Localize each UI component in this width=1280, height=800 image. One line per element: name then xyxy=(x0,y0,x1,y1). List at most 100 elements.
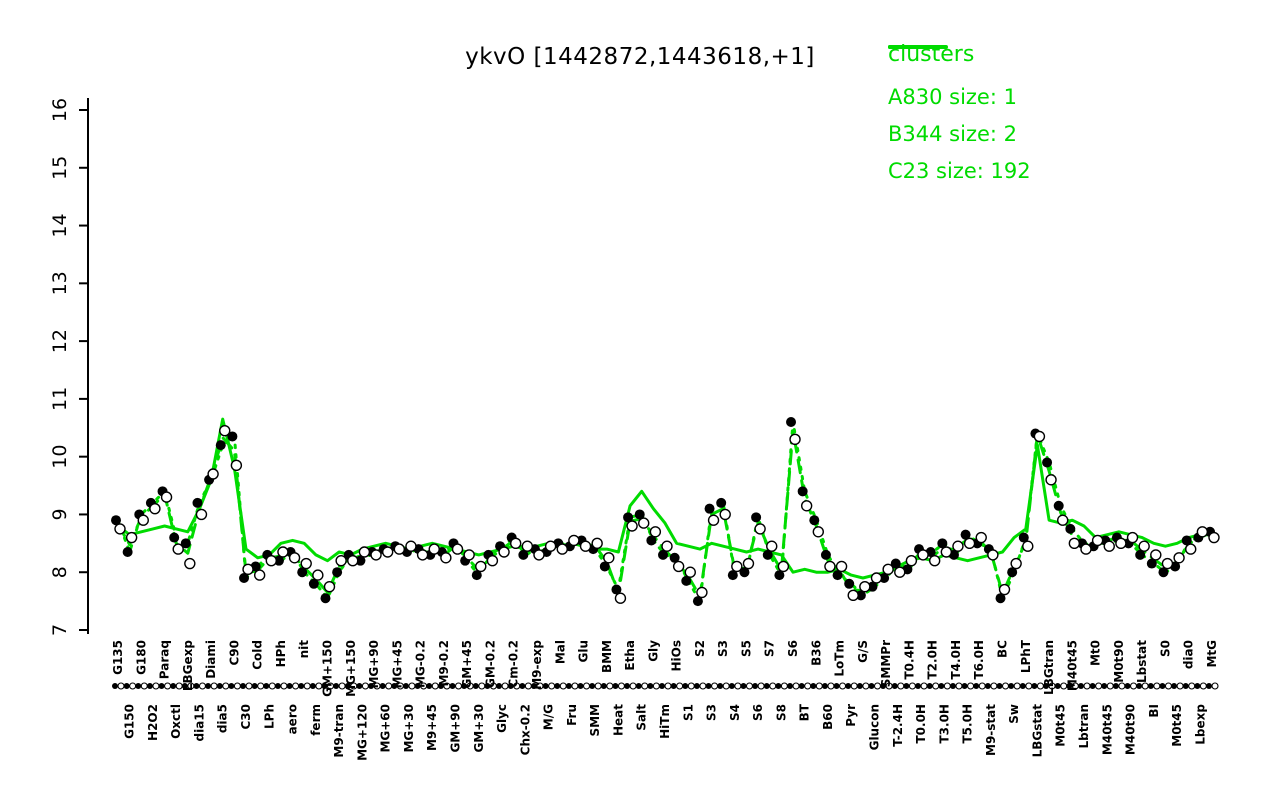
rug-point-open xyxy=(734,682,742,690)
x-category-label: Heat xyxy=(611,704,625,736)
data-point-filled xyxy=(1146,558,1157,569)
x-category-label: M0t90 xyxy=(1112,640,1126,683)
x-category-label: M9-exp xyxy=(530,640,544,690)
rug-point-filled xyxy=(1112,683,1119,689)
rug-point-open xyxy=(1199,682,1207,690)
rug-point-open xyxy=(920,682,928,690)
rug-point-filled xyxy=(1008,683,1015,689)
rug-point-filled xyxy=(554,683,561,689)
rug-point-open xyxy=(943,682,951,690)
rug-point-open xyxy=(1211,682,1219,690)
rug-point-filled xyxy=(274,683,281,689)
rug-point-filled xyxy=(635,683,642,689)
data-point-filled xyxy=(797,486,808,497)
x-category-label: S6 xyxy=(751,704,765,721)
x-category-label: LBGstat xyxy=(1030,704,1044,758)
data-point-open xyxy=(696,586,708,599)
data-point-filled xyxy=(599,561,610,572)
rug-point-filled xyxy=(542,683,549,689)
data-point-open xyxy=(1173,552,1185,564)
data-point-open xyxy=(917,549,929,561)
data-point-open xyxy=(300,557,312,570)
rug-point-open xyxy=(594,682,602,690)
data-point-filled xyxy=(192,497,203,508)
rug-point-open xyxy=(745,682,754,690)
rug-point-filled xyxy=(647,683,654,689)
data-point-open xyxy=(905,554,918,567)
x-category-label: Diami xyxy=(204,640,218,679)
rug-point-open xyxy=(233,682,241,690)
data-point-open xyxy=(137,514,149,526)
data-point-open xyxy=(230,459,243,472)
rug-point-filled xyxy=(496,683,503,689)
x-category-label: MG+45 xyxy=(390,640,404,689)
rug-point-filled xyxy=(426,683,433,689)
x-category-label: GM-0.2 xyxy=(483,640,497,688)
data-point-filled xyxy=(239,573,250,583)
rug-point-open xyxy=(303,682,311,690)
data-point-open xyxy=(859,580,871,593)
data-point-open xyxy=(533,549,545,561)
rug-point-filled xyxy=(530,683,537,689)
data-point-open xyxy=(1138,540,1150,552)
rug-point-filled xyxy=(891,683,898,689)
rug-point-filled xyxy=(484,683,491,689)
data-point-open xyxy=(1033,430,1046,443)
rug-point-filled xyxy=(798,683,805,689)
rug-point-filled xyxy=(682,683,689,689)
data-point-open xyxy=(707,514,720,526)
x-category-label: Glucon xyxy=(867,704,881,750)
data-point-open xyxy=(277,546,289,558)
rug-point-open xyxy=(268,682,276,690)
rug-point-filled xyxy=(1066,683,1073,689)
data-point-open xyxy=(731,560,743,573)
rug-point-filled xyxy=(1077,683,1084,689)
rug-point-open xyxy=(699,682,707,690)
data-point-open xyxy=(544,540,557,552)
cluster-line-C23 xyxy=(116,417,1214,580)
rug-point-open xyxy=(1095,682,1103,690)
rug-point-filled xyxy=(996,683,1003,689)
data-point-open xyxy=(405,540,417,552)
rug-point-filled xyxy=(845,683,852,689)
x-category-label: HPh xyxy=(274,640,288,667)
data-point-open xyxy=(684,566,696,578)
x-category-label: BC xyxy=(996,640,1010,658)
rug-point-open xyxy=(967,682,975,690)
data-point-open xyxy=(1068,537,1081,550)
rug-point-open xyxy=(978,682,986,690)
data-point-open xyxy=(125,531,138,544)
rug-point-filled xyxy=(1136,683,1143,689)
data-point-open xyxy=(1196,526,1209,538)
rug-point-open xyxy=(1118,682,1126,690)
x-category-label: MG-0.2 xyxy=(414,640,428,688)
rug-point-open xyxy=(582,682,591,690)
x-category-label: Lbstat xyxy=(1135,640,1149,683)
rug-point-filled xyxy=(833,683,840,689)
rug-point-open xyxy=(606,682,614,690)
data-point-filled xyxy=(634,509,645,520)
x-category-label: M40t45 xyxy=(1065,640,1079,691)
data-point-open xyxy=(1091,534,1104,547)
rug-point-open xyxy=(757,682,765,690)
x-category-label: GM+150 xyxy=(320,640,334,697)
rug-point-open xyxy=(257,682,265,690)
rug-point-open xyxy=(1001,682,1010,690)
rug-point-filled xyxy=(193,683,200,689)
x-category-label: nit xyxy=(297,640,311,659)
data-point-filled xyxy=(960,529,971,540)
data-point-filled xyxy=(890,558,901,569)
rug-point-filled xyxy=(589,683,596,689)
rug-point-filled xyxy=(693,683,700,689)
data-point-open xyxy=(265,554,277,567)
rug-point-filled xyxy=(728,683,735,689)
legend-items: A830 size: 1 B344 size: 2 C23 size: 192 xyxy=(888,45,1031,183)
rug-point-open xyxy=(839,682,847,690)
x-category-label: GM+90 xyxy=(449,704,463,753)
data-point-filled xyxy=(855,590,866,601)
rug-point-open xyxy=(1013,682,1021,690)
rug-point-open xyxy=(897,682,905,690)
rug-point-filled xyxy=(344,683,351,689)
x-category-label: Paraq xyxy=(158,640,172,679)
y-tick-label: 16 xyxy=(49,98,71,122)
